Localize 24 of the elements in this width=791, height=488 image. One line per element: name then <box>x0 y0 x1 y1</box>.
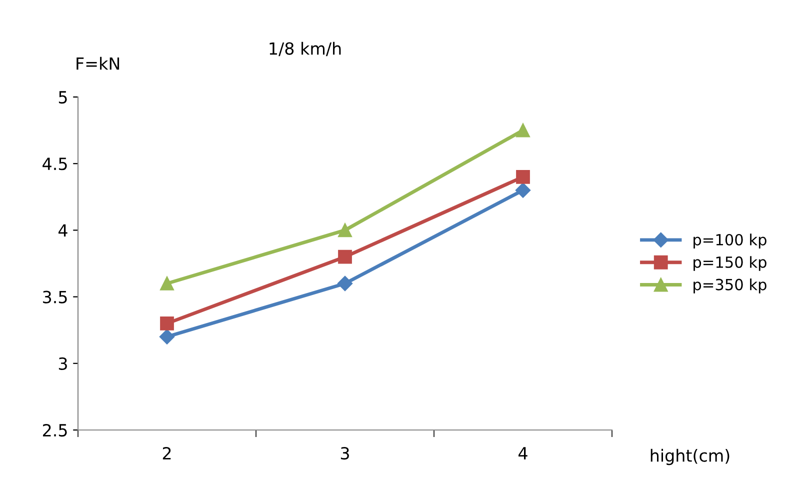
point <box>515 182 531 198</box>
y-tick-label: 4 <box>58 224 68 237</box>
x-tick-label: 3 <box>340 446 349 460</box>
chart-title: 1/8 km/h <box>270 42 341 56</box>
point <box>160 316 174 330</box>
y-tick-label: 2.5 <box>42 424 67 437</box>
point <box>160 276 174 290</box>
x-axis-title: hight(cm) <box>650 448 730 466</box>
point <box>338 223 352 238</box>
point <box>516 123 530 138</box>
y-axis-title: F=kN <box>76 56 120 70</box>
point <box>337 276 353 292</box>
y-tick-label: 5 <box>58 91 67 104</box>
point <box>516 170 530 184</box>
legend-label: p=350 kp <box>694 278 766 294</box>
x-tick-label: 2 <box>162 446 171 460</box>
y-tick-label: 4.5 <box>42 158 67 170</box>
point <box>159 329 175 344</box>
legend-label: p=100 kp <box>694 234 766 248</box>
y-tick-label: 3.5 <box>43 290 67 304</box>
legend-label: p=150 kp <box>694 256 766 271</box>
x-tick-label: 4 <box>518 447 528 460</box>
point <box>338 250 352 264</box>
y-tick-label: 3 <box>58 357 67 370</box>
